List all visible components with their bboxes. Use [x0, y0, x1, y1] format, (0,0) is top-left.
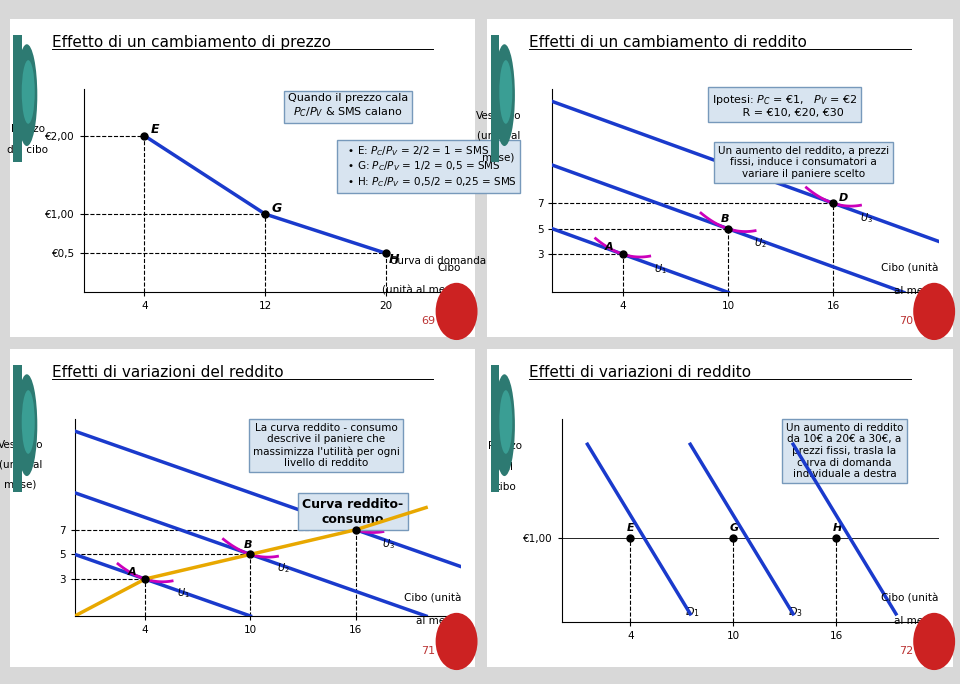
Text: 72: 72 — [900, 646, 913, 656]
Text: D: D — [361, 519, 371, 529]
Text: $D_1$: $D_1$ — [685, 605, 700, 620]
Text: Effetti di un cambiamento di reddito: Effetti di un cambiamento di reddito — [529, 35, 807, 50]
Text: cibo: cibo — [494, 482, 516, 492]
Text: Cibo (unità: Cibo (unità — [881, 263, 939, 274]
Text: $U_1$: $U_1$ — [177, 586, 189, 600]
Text: al mese): al mese) — [894, 616, 939, 626]
Text: (unità al mese): (unità al mese) — [382, 285, 461, 295]
Text: $U_3$: $U_3$ — [860, 211, 873, 225]
Text: (unità al: (unità al — [0, 460, 42, 470]
Text: La curva reddito - consumo
descrive il paniere che
massimizza l'utilità per ogni: La curva reddito - consumo descrive il p… — [252, 423, 399, 468]
Text: D: D — [839, 193, 848, 202]
Text: mese): mese) — [5, 480, 36, 490]
Text: H: H — [832, 523, 842, 533]
Text: A: A — [128, 567, 136, 577]
Text: H: H — [389, 253, 399, 266]
Text: G: G — [730, 523, 739, 533]
Text: Cibo (unità: Cibo (unità — [881, 593, 939, 603]
Text: Quando il prezzo cala
$P_C$/$P_V$ & SMS calano: Quando il prezzo cala $P_C$/$P_V$ & SMS … — [288, 93, 408, 118]
Text: A: A — [605, 242, 613, 252]
Text: Cibo (unità: Cibo (unità — [404, 593, 461, 603]
Text: Un aumento di reddito
da 10€ a 20€ a 30€, a
prezzi fissi, trasla la
curva di dom: Un aumento di reddito da 10€ a 20€ a 30€… — [786, 423, 903, 479]
Text: Effetto di un cambiamento di prezzo: Effetto di un cambiamento di prezzo — [52, 35, 330, 50]
Text: $U_3$: $U_3$ — [382, 537, 396, 551]
Text: $U_2$: $U_2$ — [755, 237, 767, 250]
Text: (unità al: (unità al — [476, 132, 520, 142]
Text: Ipotesi: $P_C$ = €1,   $P_V$ = €2
     R = €10, €20, €30: Ipotesi: $P_C$ = €1, $P_V$ = €2 R = €10,… — [711, 93, 857, 118]
Text: $U_2$: $U_2$ — [276, 562, 290, 575]
Text: Effetti di variazioni del reddito: Effetti di variazioni del reddito — [52, 365, 283, 380]
Text: mese): mese) — [482, 152, 515, 162]
Text: B: B — [721, 214, 730, 224]
Text: $U_1$: $U_1$ — [655, 262, 667, 276]
Text: Cibo: Cibo — [438, 263, 461, 274]
Text: 71: 71 — [421, 646, 436, 656]
Text: Vestiario: Vestiario — [475, 111, 521, 121]
Text: $D_3$: $D_3$ — [788, 605, 803, 620]
Text: Prezzo: Prezzo — [11, 124, 44, 135]
Text: Curva di domanda: Curva di domanda — [391, 256, 487, 265]
Text: Un aumento del reddito, a prezzi
fissi, induce i consumatori a
variare il panier: Un aumento del reddito, a prezzi fissi, … — [718, 146, 889, 179]
Text: del: del — [497, 462, 514, 472]
Text: del cibo: del cibo — [7, 145, 48, 155]
Text: 70: 70 — [900, 316, 913, 326]
Text: B: B — [244, 540, 252, 550]
Text: E: E — [627, 523, 635, 533]
Text: 69: 69 — [421, 316, 436, 326]
Text: Curva reddito-
consumo: Curva reddito- consumo — [302, 498, 403, 526]
Text: al mese): al mese) — [417, 616, 461, 626]
Text: Vestiario: Vestiario — [0, 440, 43, 450]
Text: E: E — [151, 122, 159, 135]
Text: al mese): al mese) — [894, 285, 939, 295]
Text: Effetti di variazioni di reddito: Effetti di variazioni di reddito — [529, 365, 752, 380]
Text: Prezzo: Prezzo — [488, 441, 522, 451]
Text: • E: $P_C$/$P_V$ = 2/2 = 1 = SMS
  • G: $P_C$/$P_V$ = 1/2 = 0,5 = SMS
  • H: $P_: • E: $P_C$/$P_V$ = 2/2 = 1 = SMS • G: $P… — [341, 144, 516, 189]
Text: G: G — [271, 202, 281, 215]
